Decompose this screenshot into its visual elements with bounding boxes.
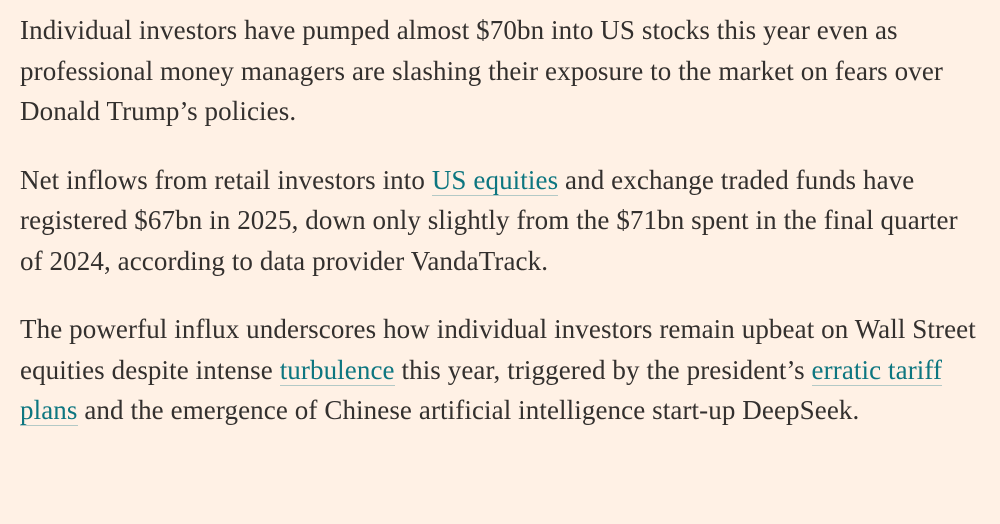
paragraph-3-text-start: The powerful influx underscores how indi… [20, 314, 976, 385]
paragraph-3-text-end: and the emergence of Chinese artificial … [77, 395, 860, 425]
paragraph-2: Net inflows from retail investors into U… [20, 160, 985, 282]
erratic-tariff-plans-link[interactable]: erratic tariff plans [20, 354, 943, 426]
paragraph-1: Individual investors have pumped almost … [20, 10, 985, 132]
paragraph-2-text-end: and exchange traded funds have registere… [20, 164, 958, 276]
paragraph-3-text-middle: this year, triggered by the president’s [394, 354, 812, 385]
us-equities-link[interactable]: US equities [431, 164, 559, 196]
paragraph-1-text: Individual investors have pumped almost … [20, 15, 943, 126]
article-body: Individual investors have pumped almost … [20, 10, 985, 459]
paragraph-3: The powerful influx underscores how indi… [20, 309, 985, 431]
paragraph-2-text-start: Net inflows from retail investors into [20, 164, 432, 195]
turbulence-link[interactable]: turbulence [279, 354, 395, 386]
